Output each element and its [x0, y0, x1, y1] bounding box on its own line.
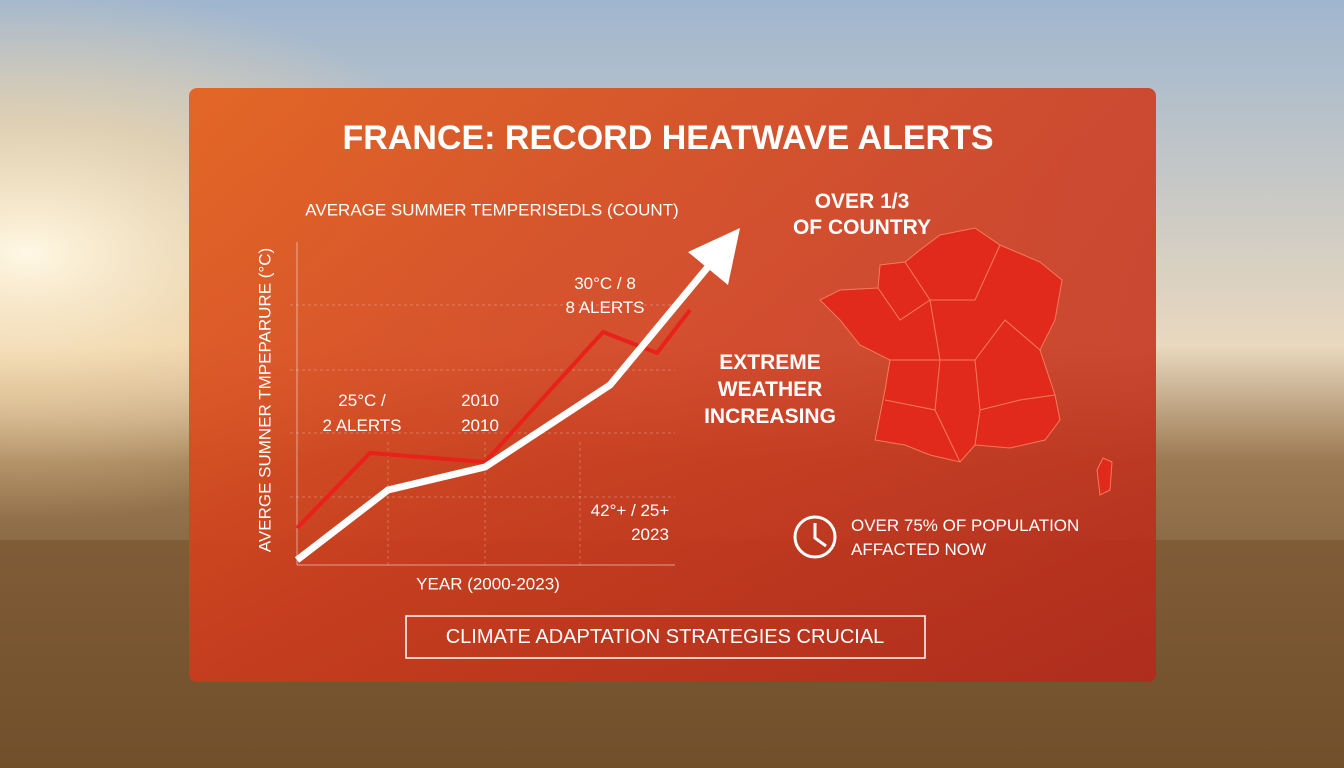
clock-icon	[793, 515, 837, 559]
panel	[189, 88, 1156, 682]
annotation: 42°+ / 25+	[591, 501, 670, 520]
y-axis-label: AVERGE SUMNER TMPEPARURE (°C)	[255, 248, 274, 552]
coverage-text: OVER 1/3	[815, 190, 910, 213]
annotation: 2023	[631, 525, 669, 544]
red-trend-line	[295, 308, 692, 530]
coverage-text: OF COUNTRY	[793, 216, 931, 239]
trend-text: WEATHER	[718, 378, 823, 401]
banner-text: CLIMATE ADAPTATION STRATEGIES CRUCIAL	[446, 626, 885, 648]
annotation: 25°C /	[338, 391, 386, 410]
banner-box	[405, 615, 926, 659]
chart-subtitle: AVERAGE SUMMER TEMPERISEDLS (COUNT)	[305, 200, 678, 219]
annotation: 30°C / 8	[574, 274, 636, 293]
x-axis-label: YEAR (2000-2023)	[416, 574, 560, 593]
population-text: OVER 75% OF POPULATION	[851, 516, 1079, 535]
trend-text: EXTREME	[719, 351, 821, 374]
france-map	[819, 227, 1113, 496]
annotation: 8 ALERTS	[565, 298, 644, 317]
annotation: 2010	[461, 416, 499, 435]
chart-frame	[290, 242, 675, 566]
white-trend-line	[294, 259, 715, 563]
population-text: AFFACTED NOW	[851, 540, 986, 559]
trend-text: INCREASING	[704, 405, 836, 428]
arrow-head	[688, 228, 740, 285]
annotation: 2 ALERTS	[322, 416, 401, 435]
title: FRANCE: RECORD HEATWAVE ALERTS	[342, 119, 993, 157]
annotation: 2010	[461, 391, 499, 410]
